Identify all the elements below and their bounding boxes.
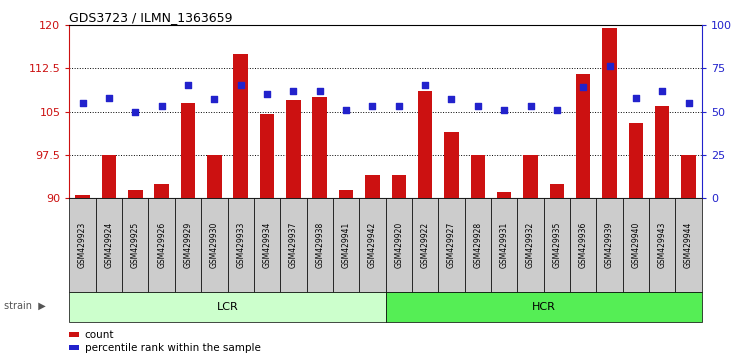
Bar bbox=[75, 195, 90, 198]
Text: GSM429937: GSM429937 bbox=[289, 222, 298, 268]
Bar bbox=[602, 28, 617, 198]
Bar bbox=[471, 155, 485, 198]
Text: GSM429928: GSM429928 bbox=[473, 222, 482, 268]
Point bbox=[656, 88, 668, 93]
Point bbox=[340, 107, 352, 113]
Bar bbox=[339, 190, 353, 198]
Bar bbox=[102, 155, 116, 198]
Bar bbox=[681, 155, 696, 198]
Text: GSM429936: GSM429936 bbox=[579, 222, 588, 268]
Point bbox=[77, 100, 88, 106]
Bar bbox=[260, 114, 274, 198]
Text: LCR: LCR bbox=[216, 302, 238, 312]
Point bbox=[208, 97, 220, 102]
Point bbox=[446, 97, 458, 102]
Text: strain  ▶: strain ▶ bbox=[4, 300, 45, 310]
Bar bbox=[286, 100, 300, 198]
Text: count: count bbox=[85, 330, 114, 339]
Point bbox=[287, 88, 299, 93]
Point bbox=[630, 95, 642, 101]
Text: HCR: HCR bbox=[531, 302, 556, 312]
Bar bbox=[154, 184, 169, 198]
Text: GSM429929: GSM429929 bbox=[183, 222, 192, 268]
Bar bbox=[550, 184, 564, 198]
Text: GSM429923: GSM429923 bbox=[78, 222, 87, 268]
Point bbox=[683, 100, 694, 106]
Point bbox=[393, 103, 405, 109]
Bar bbox=[444, 132, 459, 198]
Bar bbox=[233, 54, 248, 198]
Text: GSM429922: GSM429922 bbox=[420, 222, 430, 268]
Bar bbox=[576, 74, 591, 198]
Point bbox=[420, 82, 431, 88]
Text: GSM429932: GSM429932 bbox=[526, 222, 535, 268]
Text: GSM429933: GSM429933 bbox=[236, 222, 245, 268]
Point bbox=[472, 103, 484, 109]
Text: GSM429942: GSM429942 bbox=[368, 222, 377, 268]
Bar bbox=[128, 190, 143, 198]
Point bbox=[499, 107, 510, 113]
Text: GSM429943: GSM429943 bbox=[658, 222, 667, 268]
Point bbox=[103, 95, 115, 101]
Bar bbox=[181, 103, 195, 198]
Bar bbox=[523, 155, 538, 198]
Point bbox=[129, 109, 141, 114]
Point bbox=[261, 91, 273, 97]
Point bbox=[525, 103, 537, 109]
Text: GSM429935: GSM429935 bbox=[553, 222, 561, 268]
Text: GSM429944: GSM429944 bbox=[684, 222, 693, 268]
Bar bbox=[497, 193, 512, 198]
Bar bbox=[207, 155, 221, 198]
Point bbox=[366, 103, 378, 109]
Text: GSM429924: GSM429924 bbox=[105, 222, 113, 268]
Bar bbox=[312, 97, 327, 198]
Text: GSM429931: GSM429931 bbox=[500, 222, 509, 268]
Point bbox=[551, 107, 563, 113]
Text: GSM429920: GSM429920 bbox=[394, 222, 404, 268]
Point bbox=[182, 82, 194, 88]
Point bbox=[604, 64, 616, 69]
Bar bbox=[418, 91, 432, 198]
Point bbox=[577, 84, 589, 90]
Bar bbox=[629, 123, 643, 198]
Point bbox=[235, 82, 246, 88]
Text: GSM429938: GSM429938 bbox=[315, 222, 325, 268]
Text: percentile rank within the sample: percentile rank within the sample bbox=[85, 343, 261, 353]
Text: GSM429925: GSM429925 bbox=[131, 222, 140, 268]
Text: GSM429941: GSM429941 bbox=[341, 222, 351, 268]
Point bbox=[156, 103, 167, 109]
Point bbox=[314, 88, 325, 93]
Text: GDS3723 / ILMN_1363659: GDS3723 / ILMN_1363659 bbox=[69, 11, 233, 24]
Text: GSM429939: GSM429939 bbox=[605, 222, 614, 268]
Text: GSM429930: GSM429930 bbox=[210, 222, 219, 268]
Bar bbox=[392, 175, 406, 198]
Text: GSM429934: GSM429934 bbox=[262, 222, 271, 268]
Bar bbox=[655, 106, 670, 198]
Text: GSM429927: GSM429927 bbox=[447, 222, 456, 268]
Text: GSM429926: GSM429926 bbox=[157, 222, 166, 268]
Text: GSM429940: GSM429940 bbox=[632, 222, 640, 268]
Bar bbox=[366, 175, 379, 198]
